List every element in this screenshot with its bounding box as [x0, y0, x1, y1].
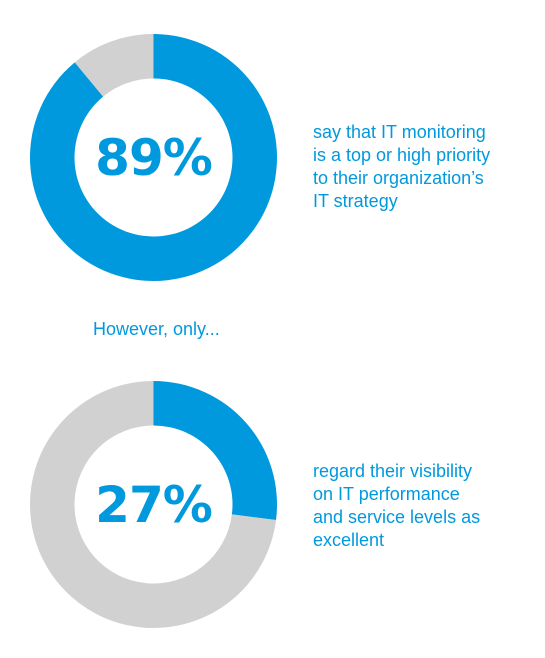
donut-1-remainder-slice	[74, 34, 154, 97]
caption-1-line: say that IT monitoring	[313, 122, 486, 142]
donut-1-center-label: 89%	[95, 129, 212, 187]
donut-2-remainder-slice	[30, 381, 277, 628]
donut-2-value-slice	[153, 381, 277, 520]
donut-1-value-slice	[30, 34, 277, 281]
caption-1-line: IT strategy	[313, 191, 398, 211]
caption-2-line: regard their visibility	[313, 461, 473, 481]
caption-visibility-excellent: regard their visibility on IT performanc…	[313, 460, 538, 552]
caption-2-line: excellent	[313, 530, 385, 550]
donut-2-svg: 27%	[30, 381, 277, 628]
bridge-text-however-only: However, only...	[93, 319, 220, 339]
caption-1-line: is a top or high priority	[313, 145, 491, 165]
donut-2-center-label: 27%	[95, 476, 212, 534]
caption-1-line: to their organization’s	[313, 168, 484, 188]
caption-2-line: on IT performance	[313, 484, 460, 504]
caption-it-monitoring-priority: say that IT monitoring is a top or high …	[313, 121, 538, 213]
caption-2-line: and service levels as	[313, 507, 481, 527]
donut-chart-it-monitoring-priority: 89%	[30, 34, 277, 281]
donut-chart-visibility-excellent: 27%	[30, 381, 277, 628]
donut-1-svg: 89%	[30, 34, 277, 281]
